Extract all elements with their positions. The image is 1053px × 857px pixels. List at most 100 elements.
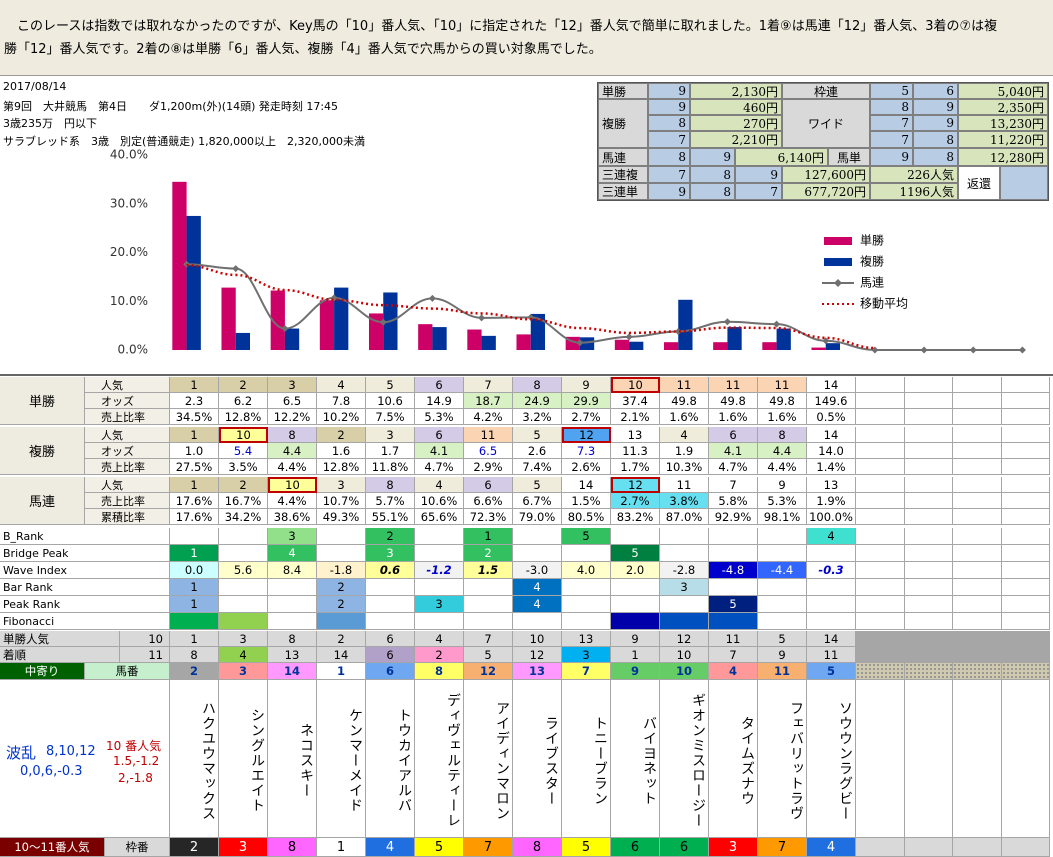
cell: 5 [562,838,611,857]
bar [481,335,496,350]
cell: 2 [317,579,366,596]
empty-cell [513,545,562,562]
cell: 1 [317,663,366,680]
empty-cell [268,613,317,630]
cell: 13 [807,477,856,493]
cell: 2.3 [170,393,219,409]
cell: 14 [562,477,611,493]
empty-cell [1001,631,1050,647]
cell: 10.3% [660,459,709,475]
payout-cell: 8 [690,166,735,183]
cell: -3.0 [513,562,562,579]
line-marker [773,320,781,328]
empty-cell [1001,596,1050,613]
cell: 6 [660,838,709,857]
empty-cell [856,613,905,630]
cell: 4 [317,377,366,393]
line-marker [379,318,387,326]
cell: 11 [758,663,807,680]
cell: 98.1% [758,509,807,525]
payout-cell: 270円 [690,115,782,131]
cell: 17.6% [170,509,219,525]
cell: 5 [758,631,807,647]
y-tick-label: 30.0% [110,196,148,210]
line-marker [281,325,289,333]
payout-cell: 7 [735,183,782,200]
empty-cell [1001,613,1050,630]
empty-cell [856,647,905,663]
empty-cell [904,647,953,663]
empty-cell [807,596,856,613]
cell: 37.4 [611,393,660,409]
horse-name: アイディンマロン [464,680,513,838]
cell: 12 [611,477,660,493]
empty-cell [219,596,268,613]
cell: 3.2% [513,409,562,425]
horse-name: ケンマーメイド [317,680,366,838]
cell: 3 [268,377,317,393]
cell: 8 [758,427,807,443]
empty-cell [904,528,953,545]
cell: 34.5% [170,409,219,425]
note: 1.5,-1.2 [113,754,160,768]
y-tick-label: 10.0% [110,294,148,308]
empty-cell [170,613,219,630]
cell: 1 [170,545,219,562]
cell: 2 [366,528,415,545]
cell: 11 [660,477,709,493]
empty-cell [1001,528,1050,545]
empty-cell [856,477,905,493]
cell: 1 [170,631,219,647]
cell: 1.5 [464,562,513,579]
cell: 1.6% [758,409,807,425]
row-label: 単勝人気 [0,631,120,647]
bar [811,347,826,350]
cell: 3 [268,528,317,545]
cell: 1 [170,377,219,393]
cell: 2 [219,477,268,493]
line-marker [674,327,682,335]
cell: 7 [709,477,758,493]
cell: 5.3% [758,493,807,509]
cell: 72.3% [464,509,513,525]
empty-cell [562,545,611,562]
cell: 5 [611,545,660,562]
cell: 10 [268,477,317,493]
empty-cell [807,545,856,562]
note: 波乱 [6,744,37,762]
cell: 12.2% [268,409,317,425]
cell: 0.0 [170,562,219,579]
empty-cell [856,509,905,525]
line-marker [1018,346,1026,354]
empty-cell [660,596,709,613]
cell: 0.6 [366,562,415,579]
cell: 5 [513,477,562,493]
cell: 10 [611,377,660,393]
cell: 24.9 [513,393,562,409]
payout-cell: 2,210円 [690,131,782,148]
payout-cell: 8 [648,148,690,166]
cell: 149.6 [807,393,856,409]
bar [614,339,630,350]
payout-cell: 226人気 [870,166,958,183]
empty-cell [1001,509,1050,525]
bar [663,342,679,350]
cell: 2.1% [611,409,660,425]
empty-cell [856,545,905,562]
cell: 4.1 [709,443,758,459]
group-label: 中寄り [0,663,85,680]
payout-cell: 2,350円 [958,99,1048,115]
cell: 4 [268,545,317,562]
empty-cell [856,409,905,425]
row-label: 人気 [85,427,170,443]
cell: 12.8% [219,409,268,425]
cell: 3 [562,647,611,663]
cell: 10.2% [317,409,366,425]
row-label: 枠番 [105,838,170,857]
cell: -4.8 [709,562,758,579]
cell: 11.8% [366,459,415,475]
payout-cell: 9 [735,166,782,183]
row-count: 11 [120,647,170,663]
horse-name: ハクユウマックス [170,680,219,838]
empty-cell [807,613,856,630]
